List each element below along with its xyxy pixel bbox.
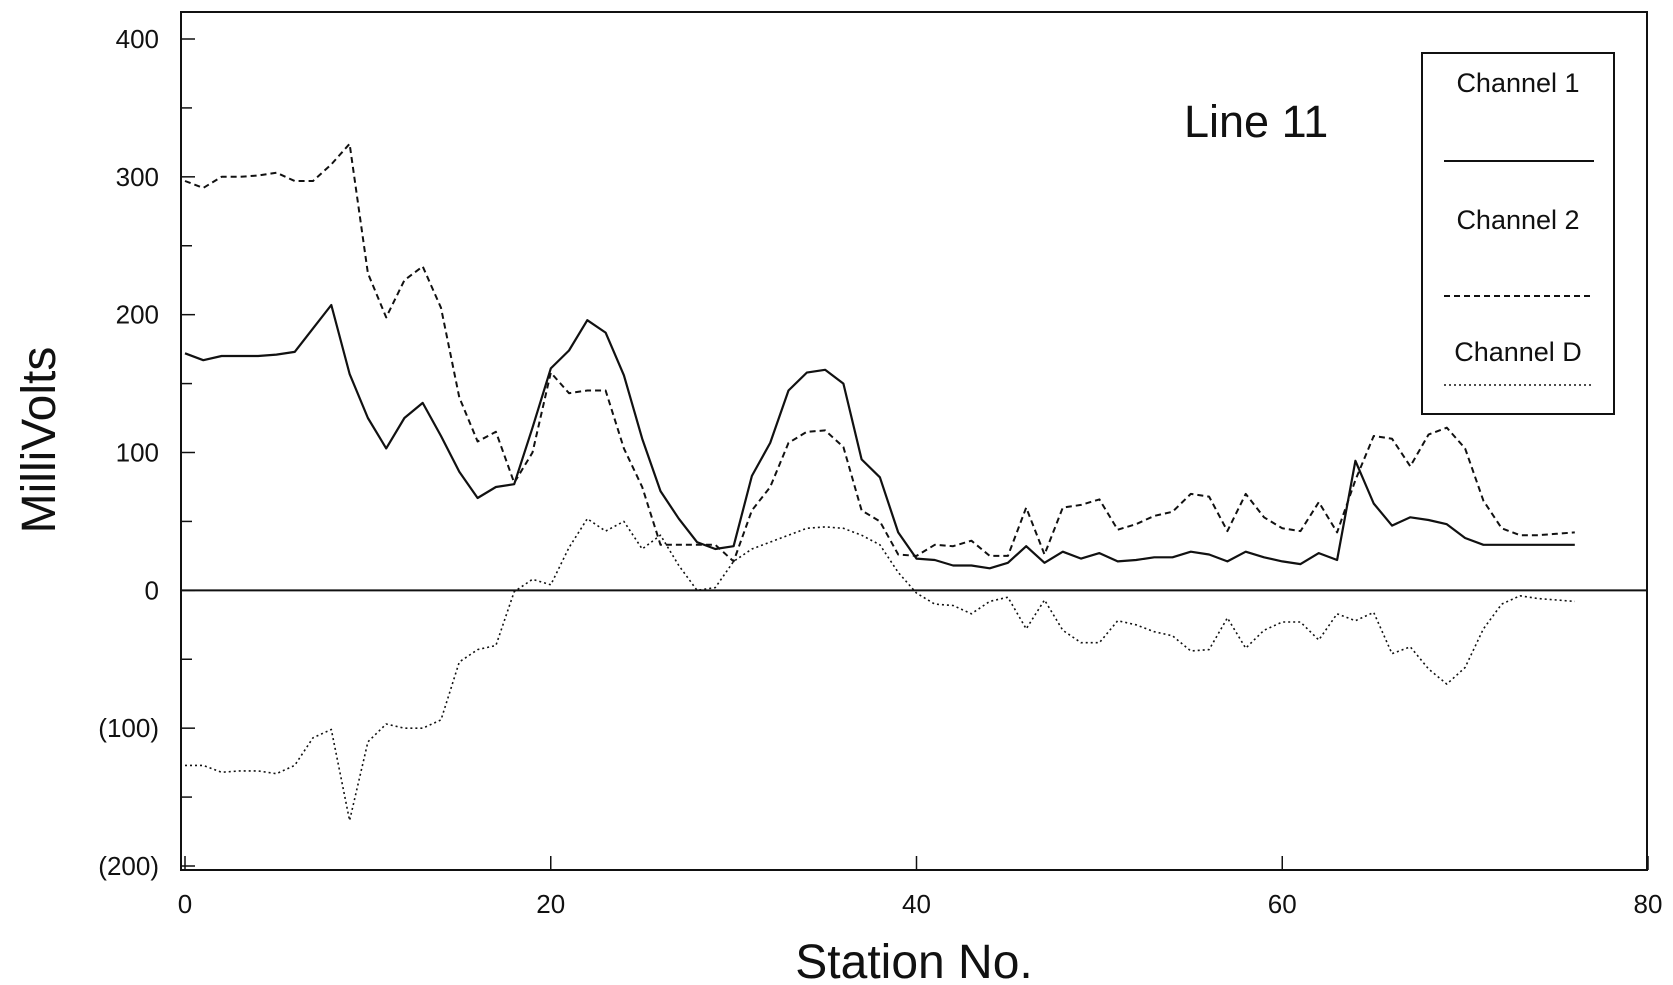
x-tick-label: 40	[902, 889, 931, 919]
y-tick-label: 100	[116, 438, 159, 468]
y-axis-ticks: 400 300 200 100 0 (100) (200)	[98, 24, 195, 881]
series-line-channel-1	[184, 303, 1575, 570]
y-tick-label: 300	[116, 162, 159, 192]
plot-frame	[180, 11, 1648, 871]
legend: Channel 1 Channel 2 Channel D	[1421, 52, 1615, 415]
x-tick-label: 0	[178, 889, 192, 919]
series-group	[184, 142, 1575, 822]
x-axis-ticks: 0 20 40 60 80	[178, 856, 1663, 919]
x-tick-label: 60	[1268, 889, 1297, 919]
series-line-channel-d	[185, 517, 1575, 822]
legend-box	[1421, 52, 1615, 415]
series-line-channel-2	[184, 142, 1575, 563]
legend-label-channel-2: Channel 2	[1456, 205, 1579, 235]
y-tick-label: (200)	[98, 851, 159, 881]
x-tick-label: 80	[1634, 889, 1663, 919]
y-tick-label: 400	[116, 24, 159, 54]
x-tick-label: 20	[536, 889, 565, 919]
legend-label-channel-d: Channel D	[1454, 337, 1582, 367]
y-tick-label: (100)	[98, 713, 159, 743]
chart-annotation: Line 11	[1184, 96, 1328, 147]
legend-label-channel-1: Channel 1	[1456, 68, 1579, 98]
y-tick-label: 0	[145, 575, 159, 605]
y-tick-label: 200	[116, 300, 159, 330]
y-minor-ticks	[181, 107, 192, 798]
y-axis-title: MilliVolts	[13, 347, 66, 534]
x-axis-title: Station No.	[795, 936, 1032, 985]
